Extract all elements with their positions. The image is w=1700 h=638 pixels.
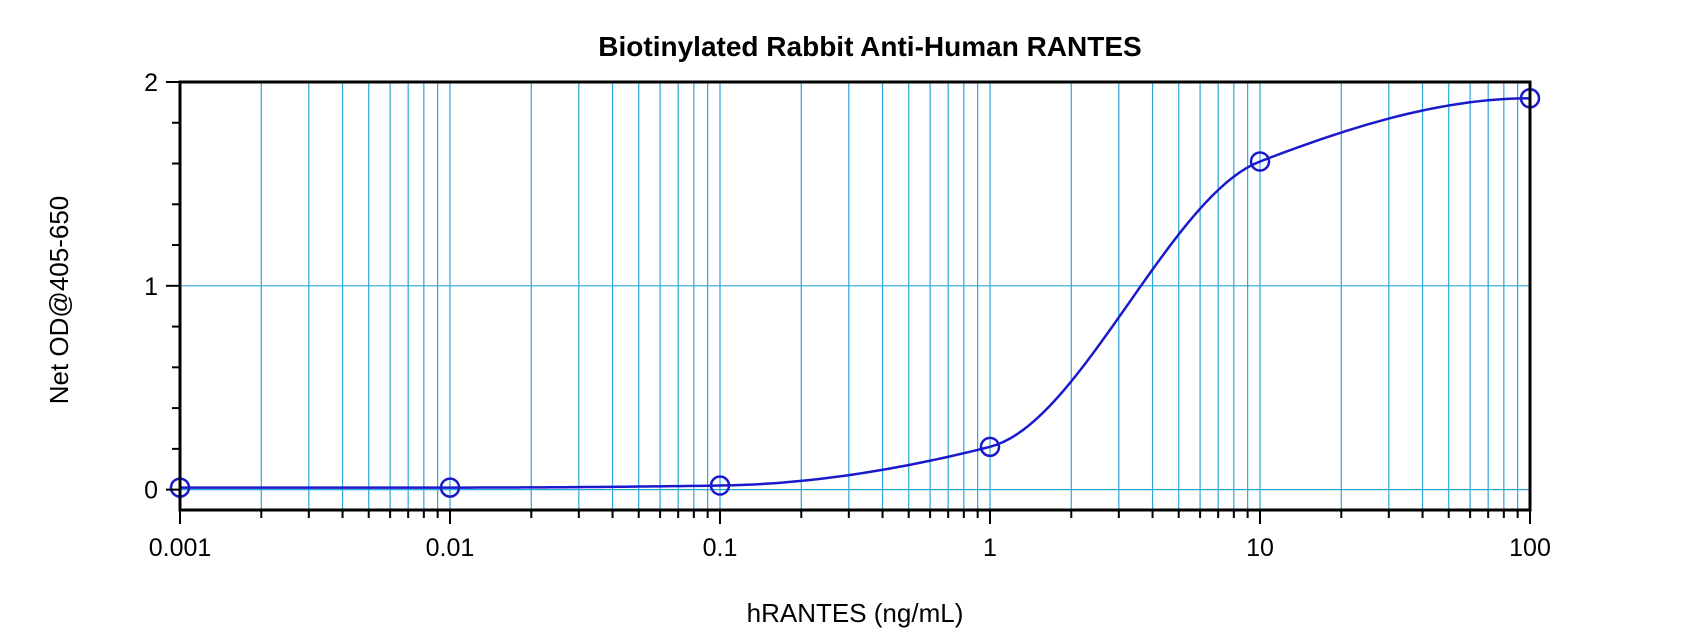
y-tick-label: 2 — [144, 69, 158, 97]
plot-frame — [178, 80, 1532, 512]
data-point — [709, 475, 731, 496]
gridlines — [180, 81, 1530, 510]
y-axis-label: Net OD@405-650 — [44, 196, 74, 405]
x-tick-label: 1 — [983, 534, 997, 562]
data-point — [1249, 151, 1271, 172]
fit-curve — [180, 97, 1531, 489]
data-point — [979, 436, 1001, 458]
x-axis-label: hRANTES (ng/mL) — [747, 598, 964, 628]
x-tick-label: 10 — [1246, 534, 1274, 562]
fit-curve-layer — [180, 97, 1531, 489]
data-point — [439, 477, 461, 498]
x-tick-label: 100 — [1509, 534, 1551, 562]
chart-title: Biotinylated Rabbit Anti-Human RANTES — [598, 31, 1141, 62]
y-tick-label: 0 — [144, 477, 158, 505]
x-tick-label: 0.1 — [703, 534, 738, 562]
x-tick-label: 0.001 — [149, 534, 212, 562]
x-tick-label: 0.01 — [426, 534, 475, 562]
data-points — [169, 88, 1541, 498]
y-axis: 0 1 2 — [144, 69, 180, 505]
x-axis: 0.001 0.01 0.1 1 10 100 — [149, 510, 1551, 562]
y-tick-label: 1 — [144, 273, 158, 301]
